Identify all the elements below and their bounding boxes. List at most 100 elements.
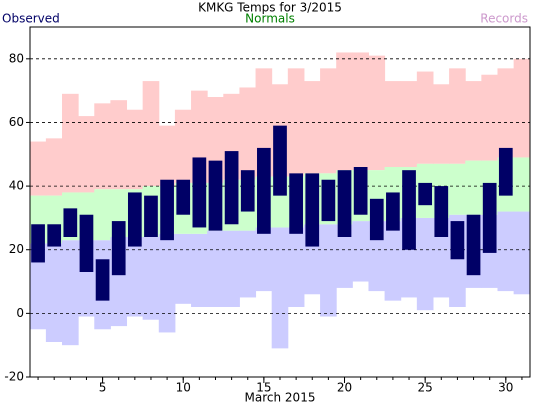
record-high-band	[174, 109, 192, 183]
observed-bar	[257, 147, 271, 234]
record-low-band	[513, 211, 531, 295]
x-tick-label: 20	[337, 381, 352, 395]
observed-bar	[321, 179, 336, 222]
record-low-band	[45, 243, 63, 342]
normal-band	[449, 163, 466, 215]
observed-bar	[47, 224, 62, 247]
chart-title: KMKG Temps for 3/2015	[198, 1, 342, 15]
record-high-band	[352, 52, 369, 171]
x-tick-label: 5	[99, 381, 107, 395]
record-low-band	[497, 211, 515, 292]
record-high-band	[513, 58, 531, 158]
record-high-band	[336, 52, 353, 171]
record-high-band	[449, 68, 466, 164]
observed-bar	[402, 170, 416, 250]
observed-bar	[31, 224, 45, 263]
observed-bar	[305, 173, 320, 247]
observed-bar	[434, 186, 449, 237]
record-high-band	[481, 74, 498, 161]
y-tick-label: 20	[9, 242, 24, 256]
observed-bar	[240, 170, 255, 212]
y-tick-label: -20	[4, 370, 24, 384]
observed-bar	[353, 167, 368, 215]
observed-bar	[160, 179, 174, 241]
record-low-band	[432, 217, 450, 298]
observed-bar	[144, 195, 158, 237]
observed-bar	[111, 221, 126, 276]
record-low-band	[207, 230, 224, 307]
normal-band	[513, 157, 531, 212]
observed-bar	[498, 147, 513, 196]
observed-bar	[95, 259, 110, 301]
record-high-band	[78, 116, 95, 193]
record-high-band	[158, 125, 176, 187]
observed-bar	[386, 192, 400, 231]
y-tick-label: 0	[16, 306, 24, 320]
observed-bar	[289, 173, 303, 234]
legend-entry: Normals	[245, 12, 295, 26]
record-low-band	[255, 227, 273, 292]
record-low-band	[62, 240, 79, 346]
record-low-band	[271, 227, 289, 349]
observed-bar	[466, 214, 481, 276]
normal-band	[465, 160, 482, 215]
legend-entry: Records	[480, 12, 528, 26]
record-low-band	[336, 224, 353, 288]
record-high-band	[400, 81, 418, 167]
record-high-band	[368, 55, 386, 171]
record-low-band	[239, 230, 257, 298]
record-high-band	[29, 141, 47, 196]
observed-bar	[450, 221, 465, 260]
x-tick-label: 15	[256, 381, 271, 395]
observed-bar	[79, 214, 94, 272]
observed-bar	[418, 182, 433, 206]
x-tick-label: 10	[176, 381, 191, 395]
record-high-band	[110, 100, 128, 190]
x-tick-label: 30	[498, 381, 513, 395]
record-low-band	[142, 237, 160, 320]
normal-band	[94, 189, 111, 241]
observed-bar	[273, 125, 287, 196]
record-low-band	[126, 237, 144, 317]
record-high-band	[45, 138, 63, 196]
record-high-band	[62, 93, 79, 193]
x-tick-label: 25	[418, 381, 433, 395]
y-tick-label: 80	[9, 51, 24, 65]
record-low-band	[158, 233, 176, 333]
record-high-band	[320, 68, 337, 174]
y-tick-label: 40	[9, 179, 24, 193]
record-high-band	[239, 87, 257, 180]
record-high-band	[94, 103, 111, 190]
x-axis-label: March 2015	[245, 391, 316, 405]
record-low-band	[416, 217, 434, 311]
record-low-band	[320, 224, 337, 317]
record-low-band	[191, 233, 208, 307]
record-low-band	[174, 233, 192, 304]
record-high-band	[384, 81, 402, 167]
record-high-band	[432, 84, 450, 164]
observed-bar	[482, 182, 497, 253]
observed-bar	[192, 157, 207, 228]
record-low-band	[287, 227, 305, 307]
observed-bar	[337, 170, 352, 237]
observed-bar	[224, 151, 239, 225]
y-tick-label: 60	[9, 115, 24, 129]
record-low-band	[29, 243, 47, 330]
record-high-band	[303, 81, 321, 174]
observed-bar	[369, 198, 384, 241]
record-low-band	[384, 221, 402, 301]
legend-entry: Observed	[2, 12, 60, 26]
record-high-band	[416, 71, 434, 164]
observed-bar	[63, 208, 78, 237]
record-high-band	[465, 81, 482, 161]
observed-bar	[208, 160, 223, 231]
record-high-band	[142, 81, 160, 187]
record-low-band	[223, 230, 240, 307]
observed-bar	[127, 192, 142, 247]
record-high-band	[126, 109, 144, 190]
record-high-band	[497, 68, 515, 158]
observed-bar	[176, 179, 191, 215]
record-low-band	[352, 221, 369, 282]
